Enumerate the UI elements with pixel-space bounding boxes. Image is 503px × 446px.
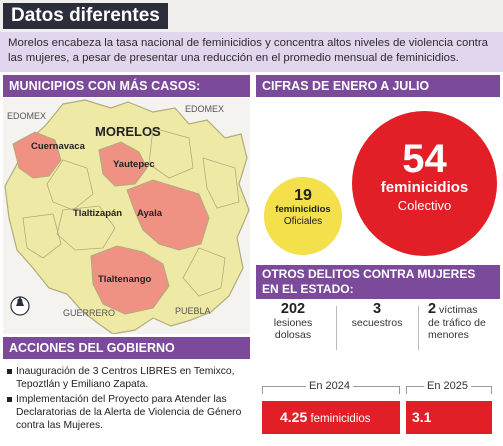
neighbor-label: EDOMEX <box>7 111 47 121</box>
year-2024-bar: 4.25 feminicidios <box>262 401 400 434</box>
stat-value: 3 <box>372 301 382 317</box>
collective-label: feminicidios <box>380 179 469 196</box>
municipality-label-yautepec: Yautepec <box>113 159 155 170</box>
official-value: 19 <box>294 187 312 204</box>
neighbor-label: GUERRERO <box>63 308 116 318</box>
collective-value: 54 <box>402 137 447 181</box>
official-figure: 19 feminicidios Oficiales <box>264 177 342 255</box>
actions-heading: ACCIONES DEL GOBIERNO <box>3 337 250 359</box>
map-heading: MUNICIPIOS CON MÁS CASOS: <box>3 75 250 97</box>
list-item: Implementación del Proyecto para Atender… <box>6 393 248 432</box>
stat-label: lesiones <box>273 317 313 329</box>
intro-text: Morelos encabeza la tasa nacional de fem… <box>0 32 503 72</box>
official-label: feminicidios <box>275 204 331 215</box>
compass-label: N <box>17 298 23 307</box>
year-label: En 2024 <box>306 380 353 392</box>
stat-separator <box>418 306 419 350</box>
municipality-yautepec <box>98 141 148 187</box>
stat-item: 202 lesiones dolosas <box>256 302 330 352</box>
compass-icon <box>10 296 30 316</box>
other-crimes-heading: OTROS DELITOS CONTRA MUJERES EN EL ESTAD… <box>256 265 500 299</box>
column-divider <box>252 75 254 446</box>
value-2025: 3.1 <box>412 409 432 425</box>
municipality-tlaltenango <box>90 245 170 315</box>
stat-separator <box>336 306 337 350</box>
stat-label: de tráfico de menores <box>428 317 486 341</box>
list-item: Inauguración de 3 Centros LIBRES en Temi… <box>6 365 248 391</box>
stat-value: 2 <box>428 301 437 317</box>
collective-source: Colectivo <box>397 198 452 213</box>
monthly-comparison: En 2024 En 2025 4.25 feminicidios 3.1 fe… <box>256 376 500 446</box>
stat-label: víctimas <box>439 304 478 316</box>
state-outline <box>4 99 250 334</box>
stat-label: dolosas <box>274 329 312 341</box>
page-title: Datos diferentes <box>3 3 168 29</box>
municipality-label-tlaltenango: Tlaltenango <box>98 274 152 285</box>
stat-item: 2 víctimas de tráfico de menores <box>422 302 500 352</box>
neighbor-label: PUEBLA <box>175 306 211 316</box>
unit-2024: feminicidios <box>310 413 371 425</box>
map-graphic <box>3 98 250 334</box>
other-crimes-stats: 202 lesiones dolosas 3 secuestros 2 víct… <box>256 302 500 352</box>
value-2024: 4.25 <box>280 409 308 425</box>
official-source: Oficiales <box>283 216 323 227</box>
collective-figure: 54 feminicidios Colectivo <box>352 111 497 256</box>
year-label: En 2025 <box>424 380 471 392</box>
year-2025-bar: 3.1 feminicidios <box>406 401 492 434</box>
state-label: MORELOS <box>95 124 161 139</box>
municipality-label-cuernavaca: Cuernavaca <box>31 141 85 152</box>
stat-item: 3 secuestros <box>342 302 412 352</box>
municipality-label-tlaltizapan: Tlaltizapán <box>73 208 123 219</box>
header-bar: Datos diferentes <box>0 0 503 32</box>
municipality-cuernavaca <box>12 131 62 179</box>
neighbor-label: EDOMEX <box>185 104 225 114</box>
map-panel: EDOMEX EDOMEX GUERRERO PUEBLA N MORELOS … <box>3 98 250 334</box>
municipality-ayala <box>126 179 210 251</box>
figures-heading: CIFRAS DE ENERO A JULIO <box>256 75 500 97</box>
actions-list: Inauguración de 3 Centros LIBRES en Temi… <box>6 365 248 434</box>
municipality-label-ayala: Ayala <box>137 208 162 219</box>
stat-value: 202 <box>280 301 306 317</box>
stat-label: secuestros <box>351 317 403 329</box>
